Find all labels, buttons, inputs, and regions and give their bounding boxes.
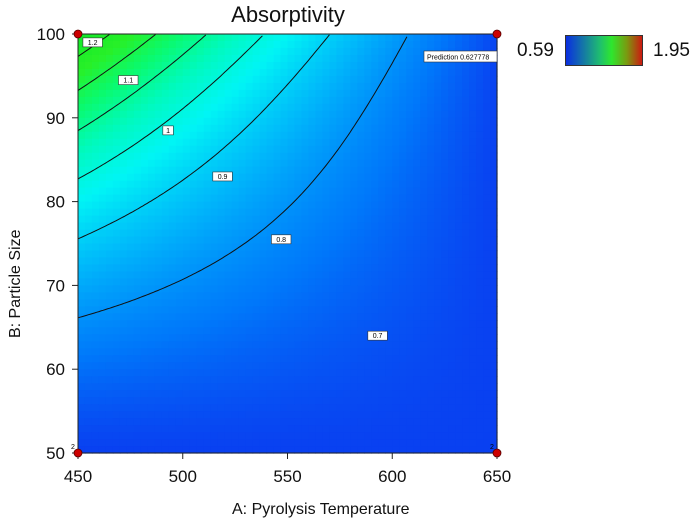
x-tick-label: 550 [273, 467, 301, 486]
y-axis-label: B: Particle Size [7, 229, 24, 338]
svg-text:1.2: 1.2 [88, 40, 98, 47]
legend-max-label: 1.95 [653, 40, 690, 61]
contour-line-1 [77, 34, 207, 132]
contour-line-0.8 [77, 34, 330, 240]
svg-text:0.7: 0.7 [373, 333, 383, 340]
y-tick-label: 100 [37, 25, 65, 44]
y-tick-label: 70 [46, 276, 65, 295]
svg-text:0.8: 0.8 [276, 237, 286, 244]
x-tick-label: 500 [169, 467, 197, 486]
y-tick-label: 50 [46, 444, 65, 463]
x-tick-label: 600 [378, 467, 406, 486]
x-axis-label: A: Pyrolysis Temperature [232, 501, 410, 518]
heatmap-fill [78, 34, 498, 454]
contour-label-1: 1 [162, 125, 174, 136]
design-point: 2 [490, 444, 502, 458]
svg-text:1.1: 1.1 [123, 78, 133, 85]
svg-text:1: 1 [166, 128, 170, 135]
contour-line-1.1 [77, 34, 156, 91]
prediction-label: Prediction 0.627778 [423, 50, 498, 63]
x-tick-label: 450 [64, 467, 92, 486]
x-tick-label: 650 [483, 467, 511, 486]
y-tick-label: 60 [46, 360, 65, 379]
y-tick-label: 90 [46, 109, 65, 128]
svg-text:Prediction 0.627778: Prediction 0.627778 [427, 55, 489, 62]
contour-line-0.9 [77, 35, 263, 180]
chart-title: Absorptivity [231, 2, 345, 27]
design-point-count: 2 [490, 444, 494, 451]
prediction-flag: Prediction 0.627778 [423, 50, 498, 63]
contour-label-1.2: 1.2 [82, 37, 103, 48]
contour-label-0.8: 0.8 [271, 234, 292, 245]
design-point: 2 [71, 444, 83, 458]
contour-line-0.7 [77, 36, 408, 319]
color-legend-bar [565, 35, 643, 66]
contour-label-0.7: 0.7 [367, 330, 388, 341]
legend-min-label: 0.59 [517, 40, 554, 61]
design-point-count: 2 [71, 444, 75, 451]
svg-text:0.9: 0.9 [218, 174, 228, 181]
design-point [73, 29, 83, 39]
axes: 450 500 550 600 650 50 60 70 80 90 100 [37, 25, 512, 486]
contour-label-1.1: 1.1 [118, 75, 139, 85]
design-point [492, 29, 502, 39]
contour-labels: 1.2 1.1 1 0.9 0.8 0.7 [82, 37, 388, 341]
contour-label-0.9: 0.9 [212, 171, 233, 182]
y-tick-label: 80 [46, 193, 65, 212]
